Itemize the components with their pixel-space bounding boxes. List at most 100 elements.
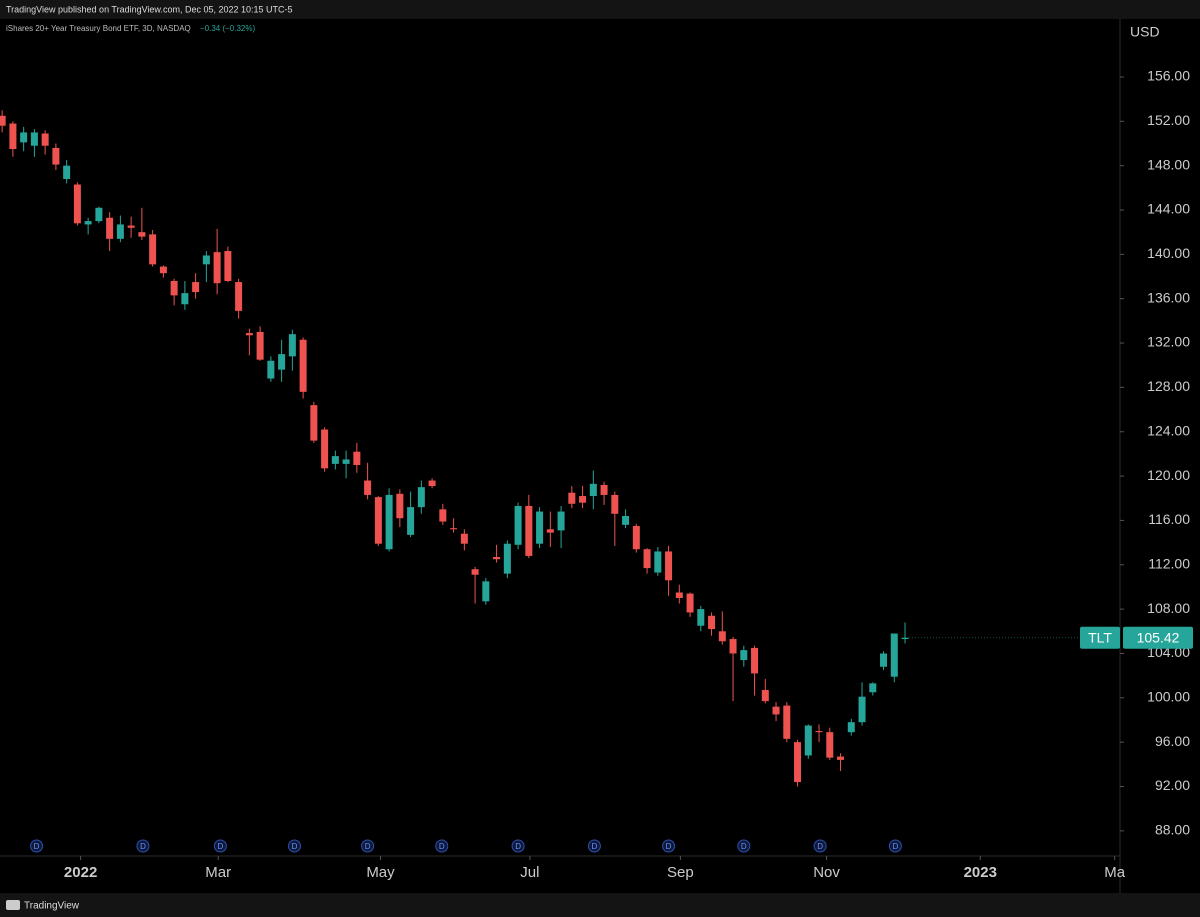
dividend-marker [435,839,449,853]
candle-body [256,331,264,360]
candle-body [837,756,845,760]
candle-body [127,225,135,228]
candle-body [880,653,888,667]
candle-body [686,593,694,613]
x-tick-label: Ma [1104,864,1125,881]
dividend-label: D [217,842,223,851]
dividend-marker [813,839,827,853]
x-tick-label: May [366,864,395,881]
candle-body [600,484,608,495]
x-tick-label: 2022 [64,864,97,881]
dividend-label: D [515,842,521,851]
change: −0.34 (−0.32%) [200,24,255,33]
candle-body [622,515,630,525]
candle-body [321,429,329,469]
y-tick-label: 152.00 [1147,112,1190,128]
y-tick-label: 88.00 [1155,822,1190,838]
candle-body [847,722,855,733]
candle-body [342,459,350,464]
candle-body [536,511,544,544]
candle-body [568,492,576,504]
candle-body [235,282,243,311]
dividend-marker [30,839,44,853]
candle-body [460,533,468,544]
dividend-label: D [439,842,445,851]
candle-body [52,147,60,165]
candle-body [299,339,307,392]
candle-body [772,706,780,715]
candle-body [41,133,49,146]
candle-body [353,451,361,465]
symbol-label: TLT [1088,629,1112,645]
dividend-marker [136,839,150,853]
candle-body [632,525,640,550]
publisher: TradingView published on TradingView.com… [6,4,293,14]
dividend-label: D [365,842,371,851]
candle-body [364,480,372,495]
candle-body [783,705,791,739]
candle-body [654,551,662,573]
candle-body [407,507,415,535]
y-tick-label: 140.00 [1147,245,1190,261]
candle-body [557,511,565,531]
candle-body [826,732,834,758]
candle-body [288,334,296,357]
last-price-badge [1123,626,1193,649]
candle-body [20,132,28,143]
candle-body [192,282,200,293]
candle-body [202,255,210,265]
dividend-marker [361,839,375,853]
candle-body [815,731,823,733]
candle-body [30,132,38,146]
x-tick-label: Jul [520,864,539,881]
candle-body [245,333,253,336]
candle-body [106,217,114,239]
dividend-marker [213,839,227,853]
candle-body [84,221,92,225]
y-tick-label: 144.00 [1147,201,1190,217]
candle-body [493,557,501,560]
y-tick-label: 124.00 [1147,422,1190,438]
candle-body [482,581,490,602]
candle-body [267,360,275,379]
last-price-label: 105.42 [1137,629,1180,645]
candle-body [181,293,189,305]
y-tick-label: 148.00 [1147,156,1190,172]
dividend-label: D [741,842,747,851]
candle-body [471,569,479,575]
x-tick-label: Mar [205,864,231,881]
candle-body [9,123,17,150]
candle-body [149,234,157,265]
candle-body [740,650,748,661]
candle-body [428,480,436,487]
dividend-marker [587,839,601,853]
candle-body [278,354,286,370]
candle-body [417,487,425,508]
candle-body [0,115,6,126]
symbol-badge [1080,626,1120,649]
dividend-label: D [817,842,823,851]
y-tick-label: 108.00 [1147,600,1190,616]
y-tick-label: 136.00 [1147,289,1190,305]
y-tick-label: 128.00 [1147,378,1190,394]
candle-body [708,615,716,630]
candle-body [643,549,651,569]
candle-body [589,483,597,497]
x-tick-label: Sep [667,864,694,881]
candle-body [374,497,382,544]
candle-body [95,207,103,222]
candle-body [213,252,221,284]
footer: TradingView [24,901,80,912]
candle-body [718,631,726,642]
dividend-label: D [592,842,598,851]
candle-body [73,184,81,224]
x-tick-label: 2023 [964,864,997,881]
candle-body [611,494,619,514]
dividend-label: D [34,842,40,851]
candle-body [869,683,877,693]
y-tick-label: 116.00 [1148,511,1190,527]
candle-body [675,592,683,599]
candle-body [159,266,167,274]
y-tick-label: 112.00 [1148,555,1190,571]
dividend-label: D [666,842,672,851]
